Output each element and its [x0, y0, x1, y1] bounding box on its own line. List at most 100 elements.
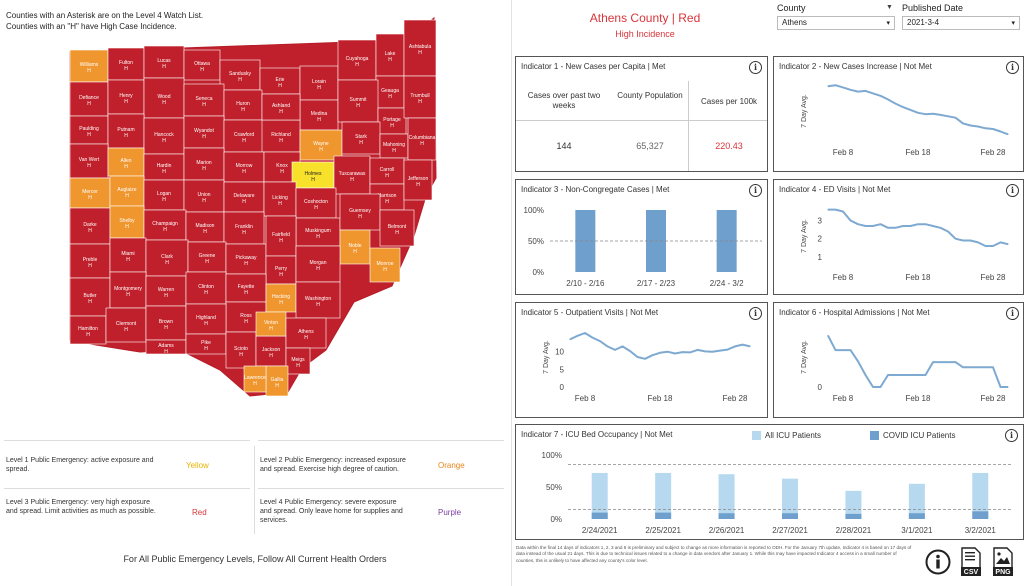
csv-download-icon[interactable]: CSV — [960, 547, 982, 577]
info-icon[interactable]: i — [1006, 61, 1019, 74]
info-icon[interactable]: i — [749, 307, 762, 320]
caret-down-icon[interactable]: ▼ — [886, 4, 893, 11]
non-congregate-cases-chart[interactable]: 100% 50% 0% 2/10 - 2/16 2/17 - 2/23 2/24 - 3/… — [516, 180, 769, 296]
new-cases-increase-chart[interactable]: 7 Day Avg. Feb 8 Feb 18 Feb 28 — [774, 57, 1024, 173]
info-icon[interactable]: i — [749, 61, 762, 74]
county-select[interactable]: Athens ▾ — [777, 16, 895, 30]
info-icon[interactable]: i — [1006, 307, 1019, 320]
date-select[interactable]: 2021-3-4 ▾ — [902, 16, 1020, 30]
ed-visits-chart[interactable]: 7 Day Avg. 3 2 1 Feb 8 Feb 18 Feb 28 — [774, 180, 1024, 296]
info-icon[interactable] — [925, 549, 951, 575]
png-download-icon[interactable]: PNG — [992, 547, 1014, 577]
info-icon[interactable]: i — [749, 184, 762, 197]
outpatient-visits-chart[interactable]: 7 Day Avg. 10 5 0 Feb 8 Feb 18 Feb 28 — [516, 303, 769, 419]
info-icon[interactable]: i — [1006, 184, 1019, 197]
icu-occupancy-chart[interactable]: 100% 50% 0% 2/24/2021 2/25/2021 2/26/2021 2/27… — [516, 425, 1024, 541]
hospital-admissions-chart[interactable]: 7 Day Avg. 0 Feb 8 Feb 18 Feb 28 — [774, 303, 1024, 419]
